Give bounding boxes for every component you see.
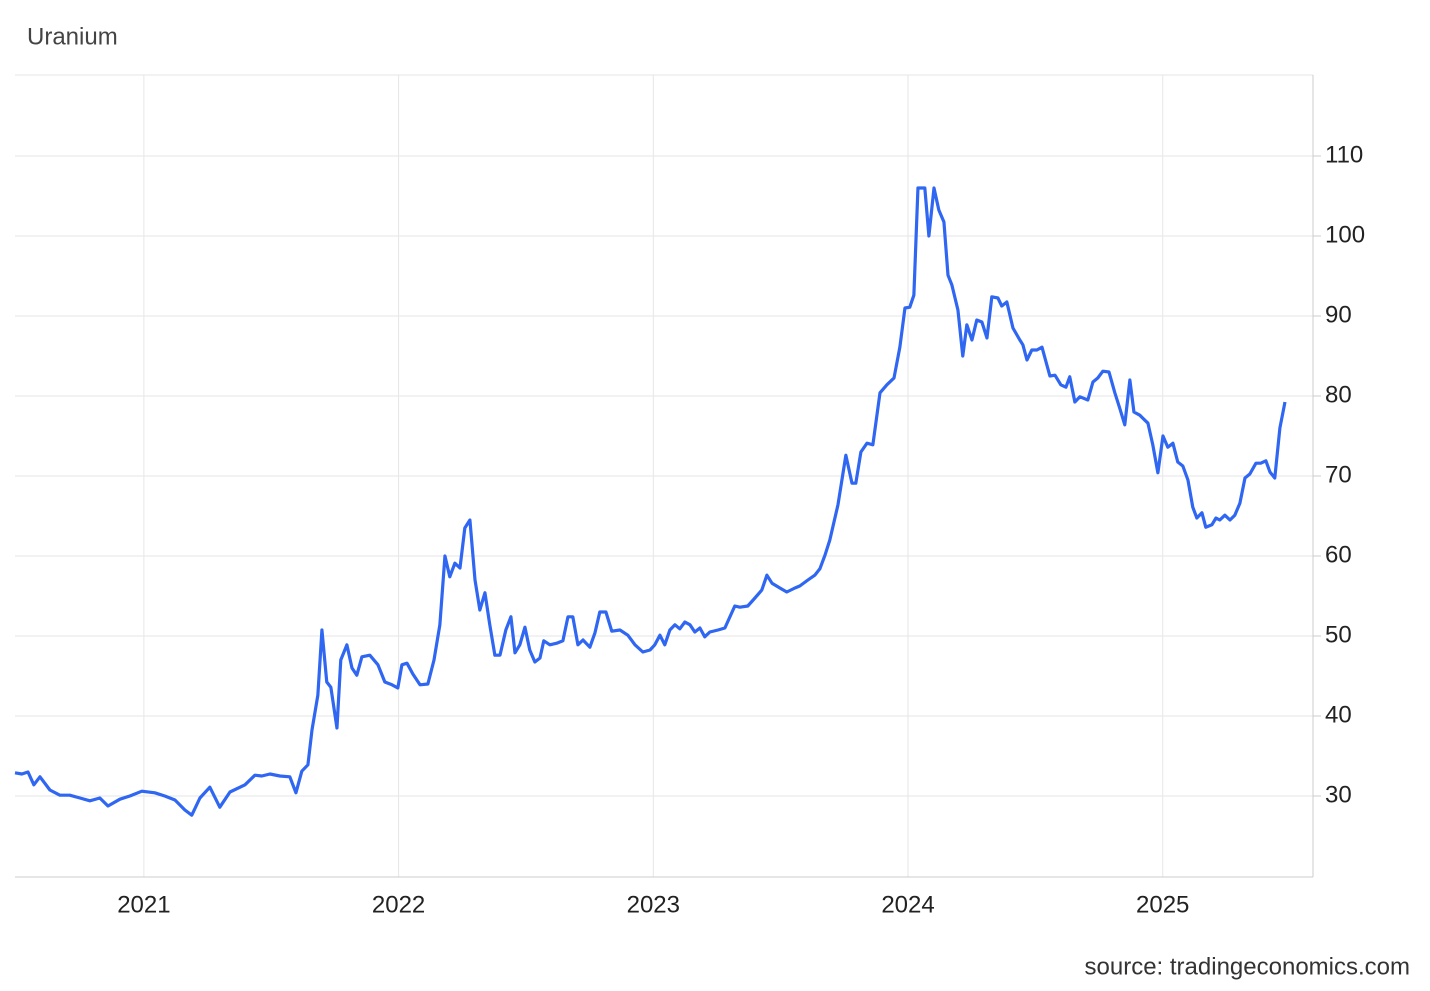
x-tick-label: 2022 xyxy=(372,891,425,918)
y-tick-label: 90 xyxy=(1325,301,1352,328)
y-tick-label: 110 xyxy=(1325,141,1363,168)
y-tick-label: 60 xyxy=(1325,541,1352,568)
chart-title: Uranium xyxy=(27,23,118,50)
x-tick-label: 2023 xyxy=(627,891,680,918)
x-tick-label: 2025 xyxy=(1136,891,1189,918)
x-tick-label: 2021 xyxy=(117,891,170,918)
data-line xyxy=(14,186,1287,817)
y-tick-label: 30 xyxy=(1325,781,1352,808)
source-note: source: tradingeconomics.com xyxy=(1085,953,1410,980)
y-tick-label: 40 xyxy=(1325,701,1352,728)
y-tick-label: 70 xyxy=(1325,461,1352,488)
y-tick-label: 50 xyxy=(1325,621,1352,648)
x-tick-label: 2024 xyxy=(881,891,934,918)
y-tick-label: 100 xyxy=(1325,221,1365,248)
y-tick-label: 80 xyxy=(1325,381,1352,408)
